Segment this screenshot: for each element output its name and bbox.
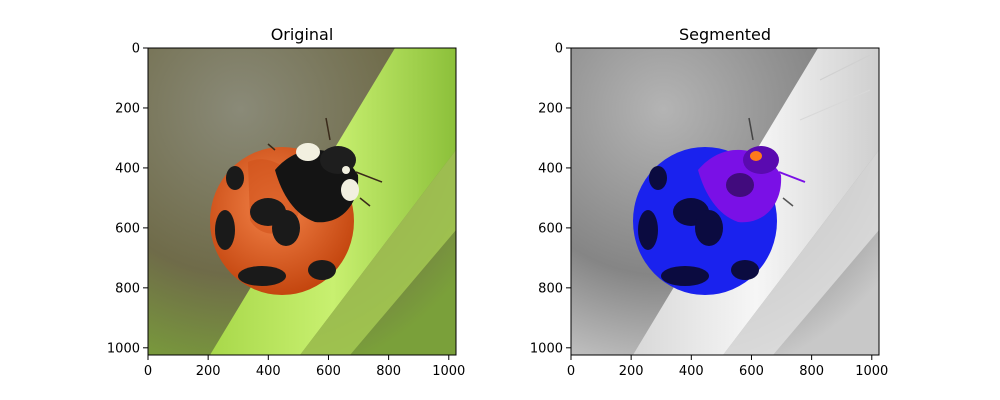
x-tick-label-original: 200 [196,364,221,379]
axes-frame-original [147,47,457,356]
x-tick-label-original: 800 [376,364,401,379]
y-tick-label-original: 0 [132,42,140,57]
y-tick-label-original: 800 [115,281,140,296]
original-image [148,48,456,355]
x-tick-label-original: 1000 [432,364,465,379]
ticks-segmented: 0 200 400 600 800 1000 0 200 400 600 800 1000 [530,42,888,380]
x-tick-label-original: 0 [144,364,152,379]
y-tick-label-segmented: 200 [538,101,563,116]
x-tick-label-segmented: 400 [679,364,704,379]
y-tick-label-segmented: 400 [538,161,563,176]
axes-frame-segmented [570,47,880,356]
panel-title-segmented: Segmented [679,25,771,44]
y-tick-label-original: 1000 [107,341,140,356]
y-tick-label-segmented: 800 [538,281,563,296]
y-tick-label-segmented: 0 [555,42,563,57]
x-tick-label-segmented: 800 [799,364,824,379]
y-tick-label-original: 400 [115,161,140,176]
y-tick-label-segmented: 600 [538,221,563,236]
x-tick-label-segmented: 200 [619,364,644,379]
x-tick-label-segmented: 1000 [855,364,888,379]
panel-segmented: Segmented 0 200 400 600 800 1000 0 200 400 600 800… [530,25,888,379]
y-tick-label-original: 200 [115,101,140,116]
x-tick-label-segmented: 600 [739,364,764,379]
x-tick-label-original: 600 [316,364,341,379]
ticks-original: 0 200 400 600 800 1000 0 200 400 600 800 1000 [107,42,465,380]
x-tick-label-segmented: 0 [567,364,575,379]
y-tick-label-segmented: 1000 [530,341,563,356]
segment-highlight [750,151,762,161]
panel-title-original: Original [271,25,334,44]
segmented-image [571,48,879,355]
y-tick-label-original: 600 [115,221,140,236]
x-tick-label-original: 400 [256,364,281,379]
